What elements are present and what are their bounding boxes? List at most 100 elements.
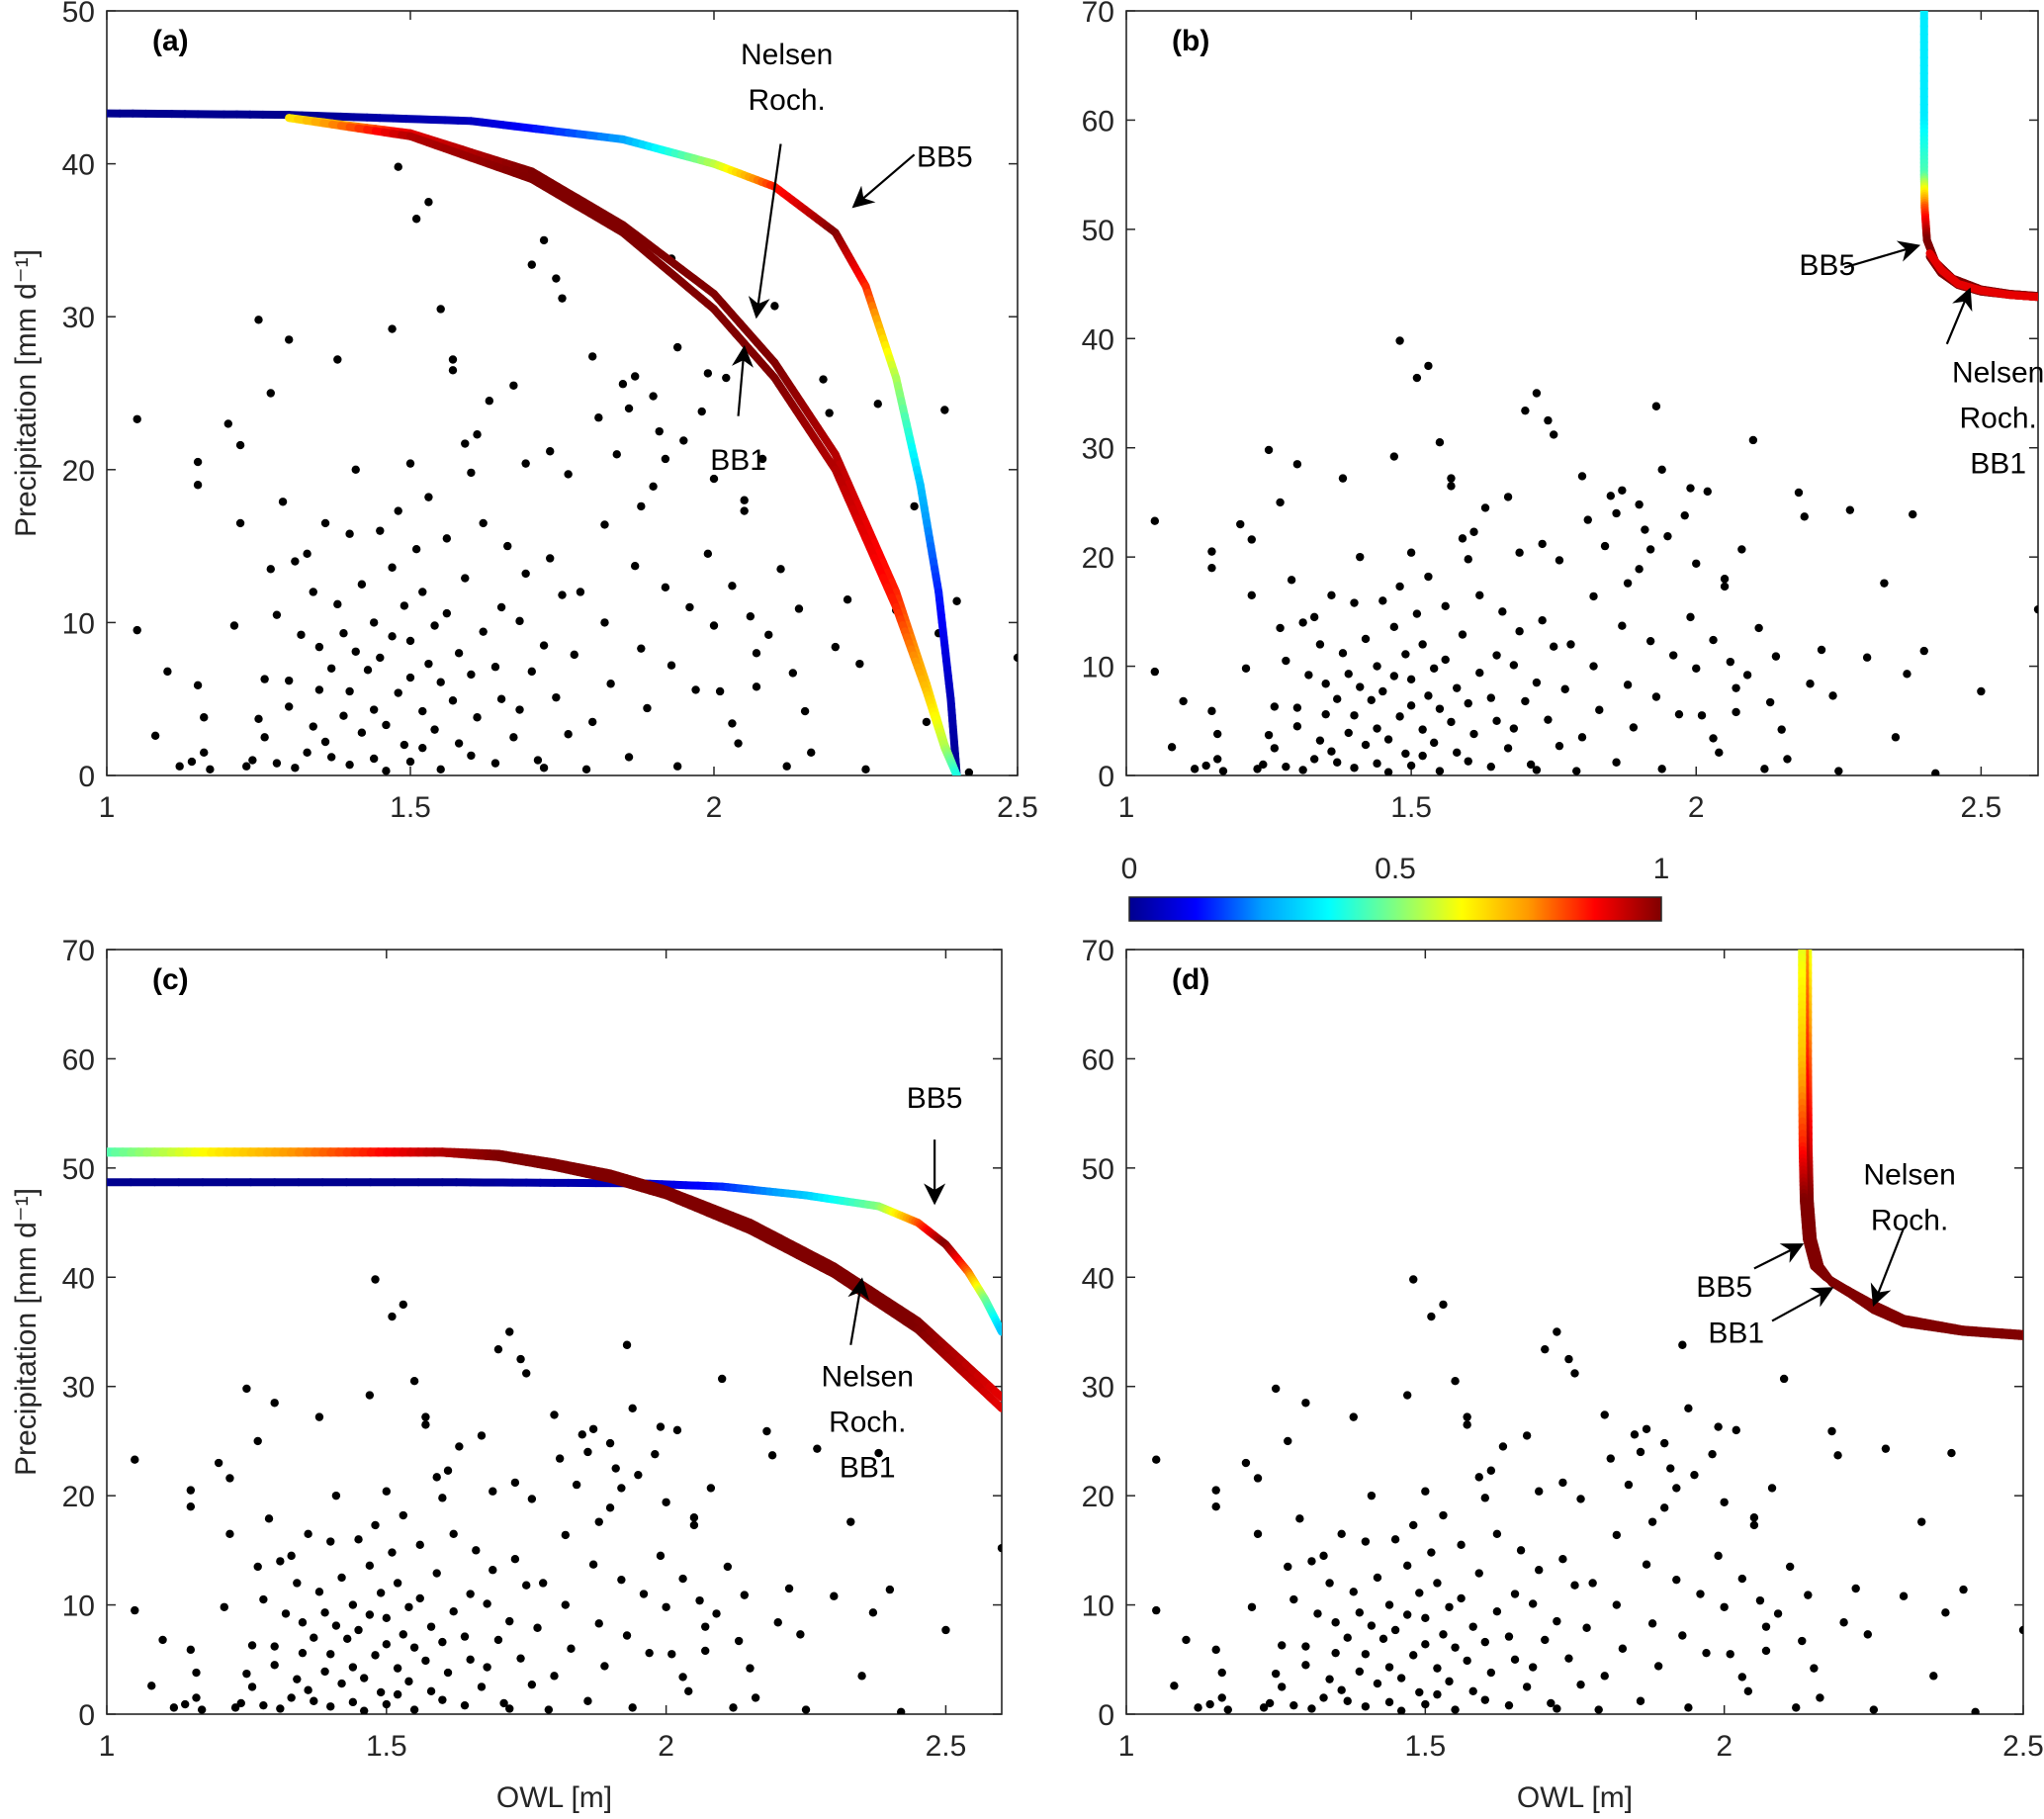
data-point bbox=[1451, 1705, 1460, 1714]
data-point bbox=[527, 1680, 537, 1689]
x-tick-label: 1 bbox=[99, 1730, 116, 1763]
data-point bbox=[158, 1635, 167, 1645]
data-point bbox=[588, 717, 597, 727]
data-point bbox=[678, 1673, 687, 1682]
x-tick-label: 2 bbox=[658, 1730, 674, 1763]
data-point bbox=[1013, 653, 1018, 663]
data-point bbox=[846, 1517, 855, 1526]
data-point bbox=[1349, 1412, 1358, 1421]
data-point bbox=[320, 1667, 329, 1677]
data-point bbox=[264, 1514, 274, 1523]
data-point bbox=[1645, 636, 1655, 646]
data-point bbox=[448, 366, 458, 375]
y-tick-label: 50 bbox=[62, 1153, 95, 1186]
data-point bbox=[1618, 621, 1627, 630]
data-point bbox=[1761, 1646, 1771, 1656]
data-point bbox=[1361, 634, 1371, 644]
data-point bbox=[314, 685, 324, 694]
data-point bbox=[788, 669, 798, 678]
data-point bbox=[253, 1562, 262, 1572]
data-point bbox=[399, 1630, 407, 1639]
data-point bbox=[466, 1590, 475, 1598]
data-point bbox=[345, 529, 354, 538]
data-point bbox=[807, 748, 816, 758]
data-point bbox=[552, 692, 561, 702]
data-point bbox=[561, 1530, 571, 1540]
data-point bbox=[1572, 767, 1581, 775]
y-tick-label: 10 bbox=[62, 1591, 95, 1623]
data-point bbox=[873, 400, 882, 409]
y-tick-label: 10 bbox=[1082, 1591, 1114, 1623]
data-point bbox=[1421, 1699, 1430, 1709]
data-point bbox=[1309, 755, 1319, 764]
y-tick-label: 60 bbox=[1082, 105, 1114, 137]
data-point bbox=[1653, 1662, 1663, 1671]
x-tick-label: 2.5 bbox=[997, 791, 1038, 824]
data-point bbox=[1373, 1573, 1382, 1583]
data-point bbox=[1276, 623, 1285, 633]
x-tick-label: 1.5 bbox=[1390, 791, 1432, 824]
data-point bbox=[1674, 709, 1684, 719]
data-point bbox=[649, 392, 658, 401]
data-point bbox=[1827, 1426, 1836, 1436]
data-point bbox=[1737, 1673, 1747, 1682]
data-point bbox=[303, 748, 311, 758]
data-point bbox=[1541, 1344, 1550, 1354]
data-point bbox=[357, 728, 367, 737]
data-point bbox=[186, 1501, 196, 1511]
data-point bbox=[1792, 1703, 1801, 1712]
data-point bbox=[746, 612, 755, 621]
data-point bbox=[583, 1696, 592, 1705]
data-point bbox=[594, 413, 603, 422]
data-point bbox=[1532, 389, 1542, 398]
panel-a: 1 1.5 2 2.5 0 10 20 30 40 50 Precipitation [mm d⁻¹… bbox=[10, 0, 1038, 824]
plot-area bbox=[1150, 11, 2038, 775]
data-point bbox=[855, 659, 864, 669]
data-point bbox=[293, 1579, 302, 1588]
data-point bbox=[637, 501, 646, 511]
data-point bbox=[460, 1632, 470, 1641]
data-point bbox=[382, 720, 391, 730]
data-point bbox=[1469, 527, 1478, 536]
data-point bbox=[1509, 724, 1519, 733]
data-point bbox=[606, 680, 615, 688]
data-point bbox=[187, 757, 197, 767]
plot-area bbox=[107, 1147, 1002, 1714]
data-point bbox=[1390, 1535, 1400, 1544]
data-point bbox=[442, 534, 452, 543]
data-point bbox=[297, 630, 306, 639]
x-tick-label: 1.5 bbox=[390, 791, 431, 824]
data-point bbox=[1439, 1300, 1448, 1310]
data-point bbox=[326, 753, 336, 762]
data-point bbox=[430, 621, 439, 630]
data-point bbox=[348, 1697, 358, 1707]
data-point bbox=[533, 1623, 542, 1632]
data-point bbox=[752, 649, 761, 658]
data-point bbox=[1474, 1473, 1483, 1482]
data-point bbox=[193, 457, 203, 467]
data-point bbox=[1211, 1486, 1220, 1495]
data-point bbox=[399, 1300, 407, 1310]
data-point bbox=[1612, 508, 1621, 518]
data-point bbox=[1402, 1391, 1412, 1400]
data-point bbox=[1732, 683, 1740, 692]
data-point bbox=[746, 1664, 755, 1673]
data-point bbox=[1839, 1618, 1848, 1627]
data-point bbox=[1696, 1590, 1705, 1598]
data-point bbox=[1486, 1466, 1496, 1475]
data-point bbox=[1777, 725, 1786, 734]
data-point bbox=[1389, 452, 1399, 461]
data-point bbox=[1618, 1644, 1628, 1653]
x-tick-label: 1 bbox=[1118, 791, 1135, 824]
data-point bbox=[259, 1594, 268, 1604]
data-point bbox=[1356, 552, 1365, 562]
data-point bbox=[801, 1705, 811, 1714]
data-point bbox=[600, 1662, 609, 1671]
data-point bbox=[1361, 1650, 1371, 1659]
data-point bbox=[656, 1422, 666, 1431]
data-point bbox=[1760, 765, 1769, 773]
data-point bbox=[1282, 656, 1290, 666]
data-point bbox=[270, 1642, 279, 1651]
data-point bbox=[432, 1473, 441, 1482]
data-point bbox=[1516, 1546, 1526, 1555]
